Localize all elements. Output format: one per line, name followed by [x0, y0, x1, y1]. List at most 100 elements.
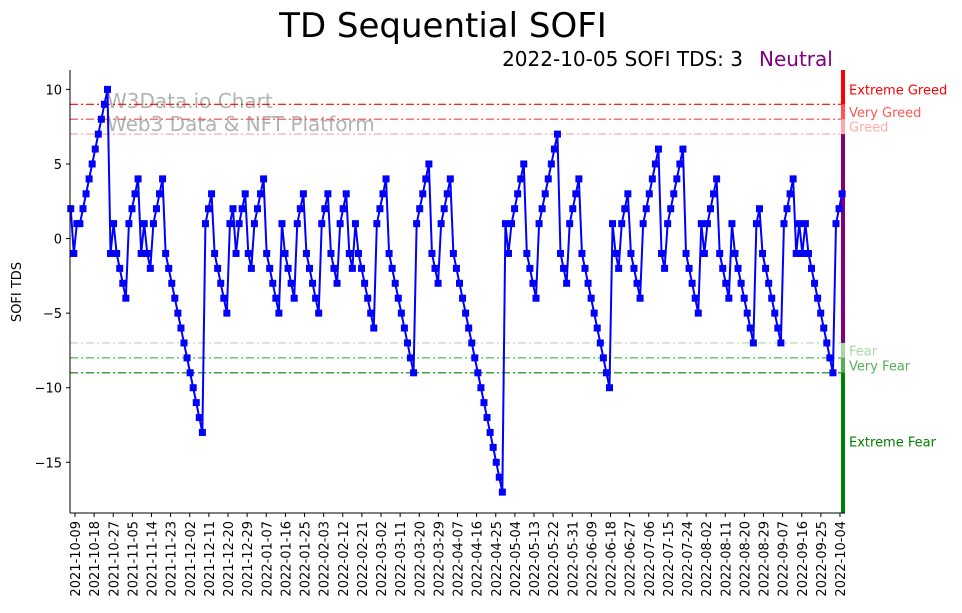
x-tick-label: 2022-03-02 — [375, 521, 390, 597]
data-point — [238, 205, 246, 213]
data-point — [137, 249, 145, 257]
data-point — [327, 249, 335, 257]
zone-label: Extreme Greed — [849, 83, 947, 98]
data-point — [823, 339, 831, 347]
data-point — [76, 220, 84, 228]
data-point — [480, 399, 488, 407]
data-point — [385, 249, 393, 257]
data-point — [783, 205, 791, 213]
data-point — [339, 205, 347, 213]
data-point — [143, 249, 151, 257]
data-point — [471, 354, 479, 362]
data-point — [250, 220, 258, 228]
data-point — [654, 145, 662, 153]
data-point — [532, 294, 540, 302]
x-tick-label: 2022-09-25 — [815, 521, 830, 597]
data-point — [587, 294, 595, 302]
data-point — [759, 249, 767, 257]
series-line — [67, 85, 846, 496]
zone-label: Very Fear — [849, 359, 911, 374]
x-tick-label: 2021-11-14 — [146, 521, 161, 597]
x-tick-label: 2022-08-11 — [719, 521, 734, 597]
x-tick-label: 2021-11-05 — [126, 521, 141, 597]
data-point — [67, 205, 75, 213]
data-point — [85, 175, 93, 183]
data-point — [198, 428, 206, 436]
data-point — [269, 279, 277, 287]
data-point — [612, 249, 620, 257]
data-point — [272, 294, 280, 302]
data-point — [425, 160, 433, 168]
data-point — [584, 279, 592, 287]
data-point — [131, 190, 139, 198]
data-point — [501, 220, 509, 228]
x-tick-label: 2022-03-20 — [413, 521, 428, 597]
data-point — [462, 309, 470, 317]
data-point — [673, 175, 681, 183]
data-point — [376, 205, 384, 213]
data-point — [82, 190, 90, 198]
data-point — [446, 175, 454, 183]
x-tick-label: 2021-10-18 — [88, 521, 103, 597]
data-point — [431, 264, 439, 272]
data-point — [523, 249, 531, 257]
data-point — [186, 369, 194, 377]
x-tick-label: 2021-12-29 — [241, 521, 256, 597]
data-point — [838, 190, 846, 198]
data-point — [174, 309, 182, 317]
data-point — [122, 294, 130, 302]
data-point — [679, 145, 687, 153]
data-point — [755, 205, 763, 213]
data-point — [449, 249, 457, 257]
data-point — [266, 264, 274, 272]
data-point — [281, 249, 289, 257]
data-point — [792, 249, 800, 257]
data-point — [547, 160, 555, 168]
data-point — [397, 309, 405, 317]
data-point — [201, 220, 209, 228]
x-tick-label: 2022-02-21 — [356, 521, 371, 597]
data-point — [731, 249, 739, 257]
data-point — [257, 190, 265, 198]
data-point — [615, 264, 623, 272]
data-point — [688, 279, 696, 287]
x-tick-label: 2021-12-20 — [222, 521, 237, 597]
y-tick-label: −5 — [43, 307, 62, 322]
x-tick-label: 2022-03-11 — [394, 521, 409, 597]
zone-segment — [841, 104, 845, 120]
data-point — [563, 279, 571, 287]
data-point — [391, 279, 399, 287]
zone-segment — [841, 357, 845, 373]
data-point — [544, 175, 552, 183]
watermark-line-1: W3Data.io Chart — [107, 89, 273, 113]
data-point — [260, 175, 268, 183]
data-point — [443, 190, 451, 198]
data-point — [113, 249, 121, 257]
data-point — [667, 205, 675, 213]
y-tick-label: −10 — [35, 382, 62, 397]
x-tick-label: 2021-12-11 — [203, 521, 218, 597]
data-point — [223, 309, 231, 317]
data-point — [278, 220, 286, 228]
data-point — [740, 294, 748, 302]
data-point — [241, 190, 249, 198]
data-point — [299, 190, 307, 198]
data-point — [373, 220, 381, 228]
data-point — [211, 249, 219, 257]
x-tick-label: 2021-10-09 — [69, 521, 84, 597]
data-point — [703, 220, 711, 228]
data-point — [296, 205, 304, 213]
data-point — [581, 264, 589, 272]
data-point — [599, 354, 607, 362]
data-point — [379, 190, 387, 198]
data-point — [722, 279, 730, 287]
data-point — [716, 249, 724, 257]
data-point — [183, 354, 191, 362]
x-tick-label: 2022-07-24 — [681, 521, 696, 597]
data-point — [774, 324, 782, 332]
data-point — [820, 324, 828, 332]
data-point — [364, 294, 372, 302]
data-point — [321, 205, 329, 213]
data-point — [624, 190, 632, 198]
data-point — [609, 220, 617, 228]
